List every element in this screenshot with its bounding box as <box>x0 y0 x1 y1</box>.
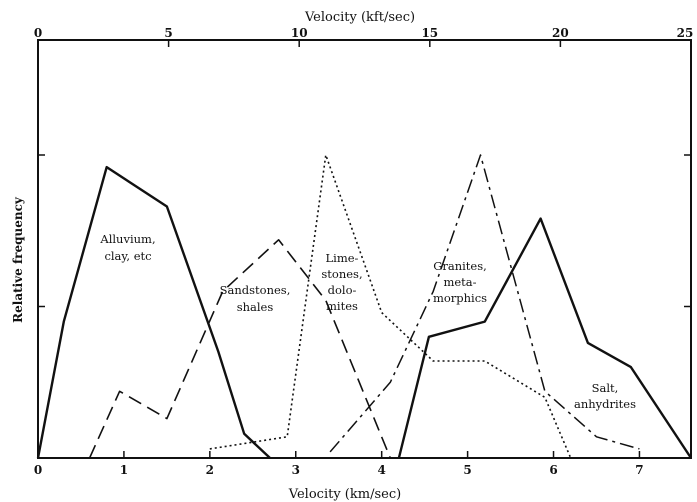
plot-area: 0 1 2 3 4 5 6 7 0 5 10 15 20 25 Alluvium, clay, etc Sand… <box>34 26 694 477</box>
x-tick-label: 0 <box>34 463 42 477</box>
annotation-granites: meta- <box>443 275 476 289</box>
x-tick-label: 7 <box>635 463 643 477</box>
series-line-2 <box>209 154 572 459</box>
top-tick-label: 5 <box>164 26 172 40</box>
top-tick-label: 0 <box>34 26 42 40</box>
y-axis-title: Relative frequency <box>11 196 25 323</box>
annotation-limestones: Lime- <box>326 251 359 265</box>
top-tick-label: 25 <box>677 26 694 40</box>
x-tick-label: 1 <box>120 463 128 477</box>
x-tick-label: 3 <box>292 463 300 477</box>
annotation-salt: Salt, <box>592 381 619 395</box>
x-axis-title: Velocity (km/sec) <box>288 487 401 502</box>
annotation-granites: morphics <box>433 291 487 305</box>
annotation-limestones: stones, <box>321 267 362 281</box>
top-tick-label: 10 <box>291 26 308 40</box>
top-tick-label: 15 <box>421 26 438 40</box>
series-line-4 <box>397 217 693 459</box>
annotation-sandstones: Sandstones, <box>220 283 291 297</box>
x-tick-label: 2 <box>206 463 214 477</box>
top-axis-title: Velocity (kft/sec) <box>304 10 415 25</box>
annotation-sandstones: shales <box>237 300 274 314</box>
series-line-3 <box>329 154 640 453</box>
annotation-granites: Granites, <box>433 259 487 273</box>
top-tick-label: 20 <box>552 26 569 40</box>
series-line-1 <box>88 239 392 459</box>
annotation-alluvium: Alluvium, <box>99 232 155 246</box>
plot-frame <box>37 39 692 459</box>
x-tick-label: 4 <box>378 463 386 477</box>
x-tick-label: 6 <box>549 463 557 477</box>
annotation-salt: anhydrites <box>574 397 636 411</box>
annotation-limestones: dolo- <box>328 283 357 297</box>
x-tick-label: 5 <box>463 463 471 477</box>
annotation-alluvium: clay, etc <box>104 249 151 263</box>
annotation-limestones: mites <box>326 299 358 313</box>
series-line-0 <box>36 165 271 459</box>
